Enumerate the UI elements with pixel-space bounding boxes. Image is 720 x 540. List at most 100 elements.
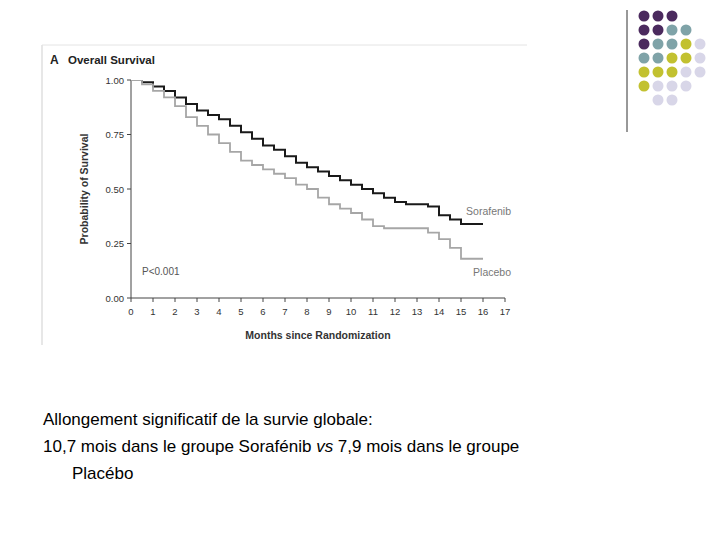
plot-area xyxy=(131,80,483,259)
deco-dot xyxy=(667,95,678,106)
deco-dot xyxy=(667,81,678,92)
x-tick-label: 3 xyxy=(194,306,199,317)
x-tick-label: 4 xyxy=(216,306,221,317)
x-tick xyxy=(307,298,308,302)
y-tick-label: 0.25 xyxy=(106,238,125,249)
deco-dot xyxy=(695,39,706,50)
legend-label: Sorafenib xyxy=(466,205,511,217)
x-tick-label: 13 xyxy=(412,306,423,317)
caption-text: Placébo xyxy=(72,464,133,483)
deco-dot xyxy=(653,95,664,106)
y-tick-label: 1.00 xyxy=(106,75,125,86)
x-tick-label: 5 xyxy=(238,306,243,317)
deco-dot xyxy=(667,25,678,36)
x-tick xyxy=(219,298,220,302)
deco-dot xyxy=(653,25,664,36)
deco-dot xyxy=(681,53,692,64)
deco-dot xyxy=(695,53,706,64)
x-tick-label: 16 xyxy=(478,306,489,317)
x-tick-label: 6 xyxy=(260,306,265,317)
caption-text: 7,9 mois dans le groupe xyxy=(333,437,519,456)
deco-dot xyxy=(653,39,664,50)
chart: AOverall Survival0.000.250.500.751.00012… xyxy=(42,45,527,345)
caption-line: Placébo xyxy=(72,464,133,483)
x-tick-label: 17 xyxy=(500,306,511,317)
deco-dot xyxy=(653,81,664,92)
y-tick-label: 0.75 xyxy=(106,129,125,140)
deco-dot xyxy=(639,25,650,36)
deco-dot xyxy=(639,11,650,22)
x-tick xyxy=(373,298,374,302)
caption-line: Allongement significatif de la survie gl… xyxy=(43,410,373,429)
deco-dot xyxy=(639,67,650,78)
y-tick-label: 0.00 xyxy=(106,293,125,304)
x-tick-label: 8 xyxy=(304,306,309,317)
deco-dot xyxy=(681,39,692,50)
x-tick xyxy=(285,298,286,302)
panel-label: A xyxy=(50,53,59,67)
x-tick xyxy=(131,298,132,302)
x-tick-label: 9 xyxy=(326,306,331,317)
deco-dot xyxy=(681,81,692,92)
y-tick xyxy=(127,134,131,135)
x-tick-label: 7 xyxy=(282,306,287,317)
legend-label: Placebo xyxy=(473,266,511,278)
x-tick xyxy=(417,298,418,302)
deco-dot xyxy=(681,67,692,78)
deco-dot xyxy=(695,67,706,78)
caption: Allongement significatif de la survie gl… xyxy=(43,410,519,483)
x-tick-label: 12 xyxy=(390,306,401,317)
deco-dot xyxy=(681,25,692,36)
frame xyxy=(42,45,527,46)
deco-dot xyxy=(667,39,678,50)
x-tick-label: 2 xyxy=(172,306,177,317)
x-tick xyxy=(483,298,484,302)
x-tick xyxy=(461,298,462,302)
y-tick xyxy=(127,298,131,299)
y-axis-label: Probability of Survival xyxy=(78,133,90,244)
deco-dot xyxy=(653,53,664,64)
x-tick-label: 11 xyxy=(368,306,378,317)
deco-dot xyxy=(667,53,678,64)
chart-title: Overall Survival xyxy=(68,54,155,66)
survival-curve xyxy=(131,80,483,259)
x-tick xyxy=(197,298,198,302)
divider xyxy=(627,10,628,132)
decoration xyxy=(627,10,706,132)
x-tick xyxy=(241,298,242,302)
x-tick xyxy=(505,298,506,302)
y-tick xyxy=(127,189,131,190)
p-value: P<0.001 xyxy=(142,266,180,277)
deco-dot xyxy=(653,11,664,22)
deco-dot xyxy=(667,67,678,78)
deco-dot xyxy=(667,11,678,22)
frame xyxy=(42,45,43,345)
x-tick xyxy=(329,298,330,302)
x-axis xyxy=(131,298,505,299)
x-tick xyxy=(439,298,440,302)
x-tick xyxy=(351,298,352,302)
x-tick-label: 10 xyxy=(346,306,357,317)
caption-text: vs xyxy=(316,437,334,456)
y-tick-label: 0.50 xyxy=(106,184,125,195)
deco-dot xyxy=(653,67,664,78)
caption-text: Allongement significatif de la survie gl… xyxy=(43,410,373,429)
y-tick xyxy=(127,80,131,81)
x-tick xyxy=(263,298,264,302)
x-tick-label: 14 xyxy=(434,306,445,317)
caption-line: 10,7 mois dans le groupe Sorafénib vs 7,… xyxy=(43,437,519,456)
x-tick xyxy=(175,298,176,302)
x-tick-label: 0 xyxy=(128,306,133,317)
survival-curve xyxy=(131,80,483,224)
x-tick xyxy=(153,298,154,302)
x-tick-label: 15 xyxy=(456,306,467,317)
deco-dot xyxy=(639,39,650,50)
x-axis-label: Months since Randomization xyxy=(245,329,390,341)
deco-dot xyxy=(639,53,650,64)
deco-dot xyxy=(639,81,650,92)
x-tick-label: 1 xyxy=(150,306,155,317)
y-tick xyxy=(127,243,131,244)
slide: AOverall Survival0.000.250.500.751.00012… xyxy=(0,0,720,540)
caption-text: 10,7 mois dans le groupe Sorafénib xyxy=(43,437,316,456)
x-tick xyxy=(395,298,396,302)
